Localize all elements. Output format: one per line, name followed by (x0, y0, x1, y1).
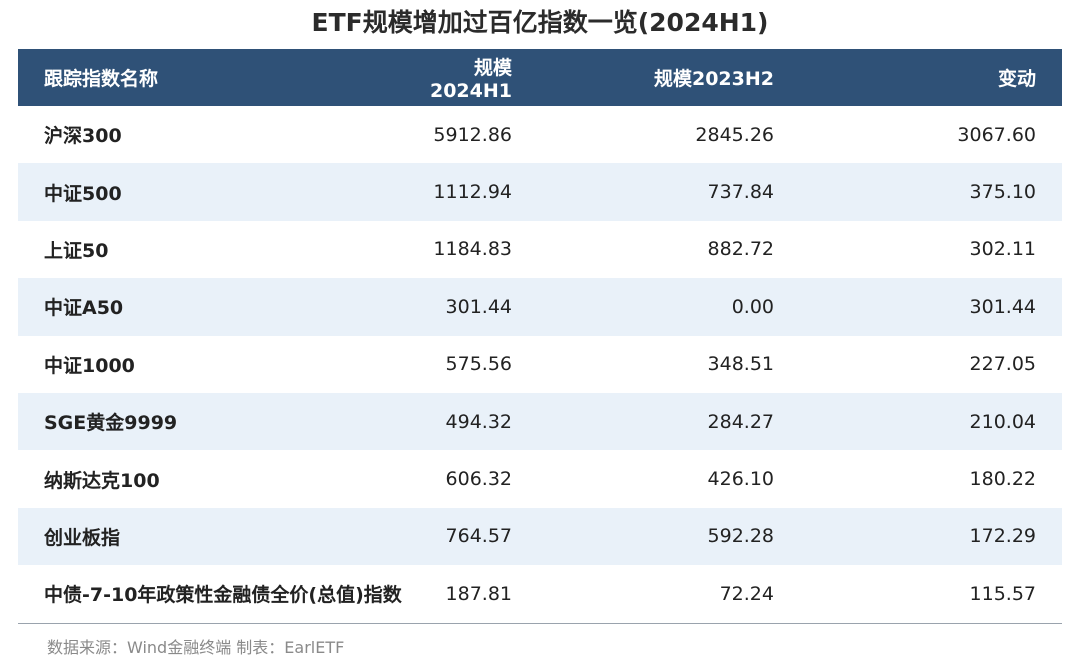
index-name-cell: 创业板指 (44, 526, 121, 549)
index-name-cell: 沪深300 (44, 125, 122, 148)
change-cell: 172.29 (969, 525, 1036, 548)
table-row: 中证500 1112.94 737.84 375.10 (18, 163, 1062, 221)
scale-2023h2-cell: 592.28 (707, 525, 774, 548)
table-row: SGE黄金9999 494.32 284.27 210.04 (18, 392, 1062, 451)
scale-2023h2-cell: 426.10 (707, 468, 774, 491)
index-name-cell: 中证1000 (44, 354, 135, 377)
scale-2023h2-cell: 737.84 (707, 181, 774, 204)
change-cell: 302.11 (969, 238, 1036, 261)
index-name-cell: 上证50 (44, 239, 109, 262)
scale-2023h2-cell: 2845.26 (695, 123, 774, 146)
scale-2023h2-cell: 72.24 (719, 582, 774, 605)
scale-2024h1-cell: 606.32 (445, 468, 512, 491)
bottom-divider (18, 623, 1062, 624)
scale-2024h1-cell: 187.81 (445, 582, 512, 605)
table-header: 跟踪指数名称 规模2024H1 规模2023H2 变动 (18, 49, 1062, 106)
index-name-cell: 中证500 (44, 182, 122, 205)
index-name-cell: SGE黄金9999 (44, 412, 178, 435)
change-cell: 180.22 (969, 468, 1036, 491)
table-title: ETF规模增加过百亿指数一览(2024H1) (311, 8, 769, 37)
scale-2024h1-cell: 764.57 (445, 525, 512, 548)
etf-scale-table: 跟踪指数名称 规模2024H1 规模2023H2 变动 沪深300 5912.8… (18, 49, 1062, 623)
scale-2023h2-cell: 882.72 (707, 238, 774, 261)
table-row: 中证1000 575.56 348.51 227.05 (18, 336, 1062, 393)
index-name-cell: 中证A50 (44, 297, 124, 320)
table-row: 纳斯达克100 606.32 426.10 180.22 (18, 450, 1062, 507)
scale-2023h2-cell: 348.51 (707, 353, 774, 376)
scale-2024h1-cell: 494.32 (445, 410, 512, 433)
change-cell: 301.44 (969, 295, 1036, 318)
change-cell: 227.05 (969, 353, 1036, 376)
header-scale-2023h2: 规模2023H2 (653, 68, 774, 90)
index-name-cell: 中债-7-10年政策性金融债全价(总值)指数 (44, 584, 402, 607)
source-note: 数据来源：Wind金融终端 制表：EarlETF (47, 638, 345, 657)
change-cell: 375.10 (969, 181, 1036, 204)
scale-2023h2-cell: 284.27 (707, 410, 774, 433)
change-cell: 3067.60 (957, 123, 1036, 146)
scale-2024h1-cell: 5912.86 (433, 123, 512, 146)
table-row: 沪深300 5912.86 2845.26 3067.60 (18, 106, 1062, 163)
header-change: 变动 (997, 68, 1036, 90)
scale-2024h1-cell: 1184.83 (433, 238, 512, 261)
scale-2024h1-cell: 575.56 (445, 353, 512, 376)
table-row: 中债-7-10年政策性金融债全价(总值)指数 187.81 72.24 115.… (18, 565, 1062, 622)
header-index-name: 跟踪指数名称 (44, 68, 159, 90)
scale-2023h2-cell: 0.00 (731, 295, 774, 318)
scale-2024h1-cell: 301.44 (445, 295, 512, 318)
table-row: 创业板指 764.57 592.28 172.29 (18, 507, 1062, 566)
change-cell: 210.04 (969, 410, 1036, 433)
table-row: 上证50 1184.83 882.72 302.11 (18, 221, 1062, 278)
index-name-cell: 纳斯达克100 (44, 469, 160, 492)
change-cell: 115.57 (969, 582, 1036, 605)
table-row: 中证A50 301.44 0.00 301.44 (18, 278, 1062, 336)
header-scale-2024h1: 规模2024H1 (429, 57, 512, 102)
scale-2024h1-cell: 1112.94 (433, 181, 512, 204)
